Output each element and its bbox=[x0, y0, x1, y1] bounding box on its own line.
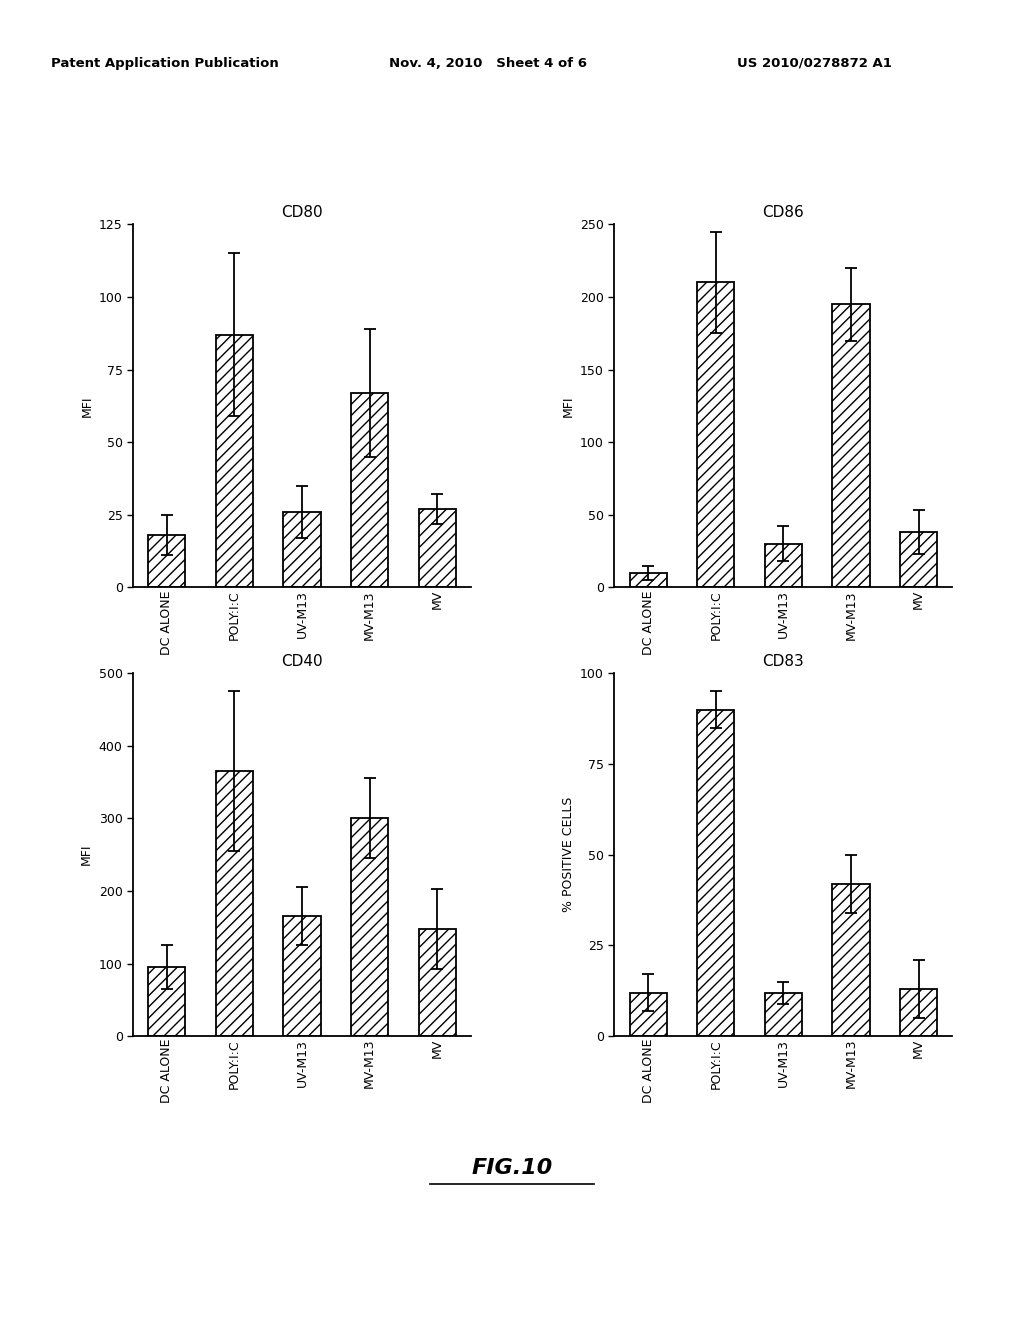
Bar bbox=[148, 968, 185, 1036]
Y-axis label: % POSITIVE CELLS: % POSITIVE CELLS bbox=[561, 797, 574, 912]
Title: CD40: CD40 bbox=[282, 655, 323, 669]
Bar bbox=[630, 993, 667, 1036]
Bar bbox=[900, 532, 937, 587]
Title: CD83: CD83 bbox=[763, 655, 804, 669]
Bar bbox=[833, 884, 869, 1036]
Bar bbox=[216, 771, 253, 1036]
Y-axis label: MFI: MFI bbox=[80, 843, 93, 866]
Bar bbox=[419, 510, 456, 587]
Text: FIG.10: FIG.10 bbox=[471, 1158, 553, 1179]
Bar bbox=[697, 710, 734, 1036]
Title: CD80: CD80 bbox=[282, 206, 323, 220]
Bar bbox=[148, 535, 185, 587]
Text: Patent Application Publication: Patent Application Publication bbox=[51, 57, 279, 70]
Bar bbox=[284, 512, 321, 587]
Bar bbox=[284, 916, 321, 1036]
Bar bbox=[630, 573, 667, 587]
Bar bbox=[765, 993, 802, 1036]
Bar bbox=[216, 335, 253, 587]
Bar bbox=[765, 544, 802, 587]
Bar bbox=[351, 818, 388, 1036]
Y-axis label: MFI: MFI bbox=[80, 395, 93, 417]
Text: Nov. 4, 2010   Sheet 4 of 6: Nov. 4, 2010 Sheet 4 of 6 bbox=[389, 57, 587, 70]
Bar bbox=[900, 989, 937, 1036]
Y-axis label: MFI: MFI bbox=[561, 395, 574, 417]
Bar bbox=[833, 304, 869, 587]
Title: CD86: CD86 bbox=[763, 206, 804, 220]
Bar bbox=[697, 282, 734, 587]
Bar bbox=[351, 393, 388, 587]
Text: US 2010/0278872 A1: US 2010/0278872 A1 bbox=[737, 57, 892, 70]
Bar bbox=[419, 929, 456, 1036]
